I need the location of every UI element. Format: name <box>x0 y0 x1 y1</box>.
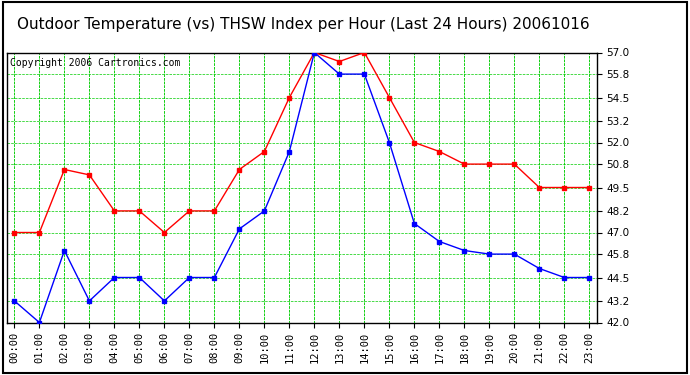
Text: Copyright 2006 Cartronics.com: Copyright 2006 Cartronics.com <box>10 58 180 68</box>
Text: Outdoor Temperature (vs) THSW Index per Hour (Last 24 Hours) 20061016: Outdoor Temperature (vs) THSW Index per … <box>17 17 590 32</box>
